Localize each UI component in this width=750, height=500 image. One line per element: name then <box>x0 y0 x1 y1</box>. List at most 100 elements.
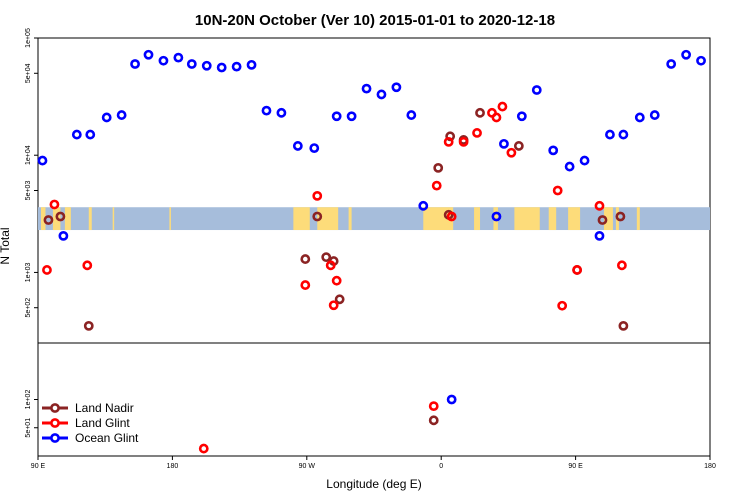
ocean-glint-point <box>391 82 402 93</box>
ocean-glint-point <box>186 59 197 69</box>
land-nadir-point <box>618 320 629 331</box>
ocean-glint-point <box>406 110 417 120</box>
land-glint-point <box>42 265 52 275</box>
land-nadir-point <box>321 252 332 263</box>
land-glint-point <box>458 136 469 147</box>
land-glint-point <box>431 180 442 191</box>
ocean-glint-point <box>491 211 502 222</box>
land-glint-point <box>616 260 627 271</box>
legend-label-land-glint: Land Glint <box>75 416 130 430</box>
x-tick-label: 90 W <box>299 463 316 470</box>
ocean-glint-point <box>681 49 692 60</box>
ocean-glint-point <box>418 200 429 211</box>
land-nadir-point <box>513 141 524 151</box>
y-tick-label: 5e+01 <box>25 418 32 438</box>
legend-label-ocean-glint: Ocean Glint <box>75 431 139 445</box>
ocean-glint-point <box>85 129 96 140</box>
ocean-glint-point <box>71 129 82 140</box>
land-mask-ocean <box>38 207 710 231</box>
land-glint-point <box>443 136 454 147</box>
ocean-glint-point <box>579 155 590 166</box>
land-segment <box>40 207 46 231</box>
land-glint-point <box>491 112 502 123</box>
ocean-glint-point <box>516 111 527 122</box>
legend-marker-land-glint <box>50 418 60 428</box>
ocean-glint-point <box>666 59 677 69</box>
land-glint-point <box>497 101 508 112</box>
ocean-glint-point <box>158 55 169 66</box>
y-tick-label: 5e+03 <box>25 181 32 201</box>
upper-panel-frame <box>37 37 711 344</box>
x-tick-label: 180 <box>167 463 179 470</box>
land-segment <box>474 207 481 231</box>
ocean-glint-point <box>201 60 212 71</box>
land-glint-point <box>446 211 457 222</box>
land-glint-point <box>428 401 439 412</box>
land-glint-point <box>472 128 482 138</box>
ocean-glint-point <box>292 141 303 151</box>
ocean-glint-point <box>696 55 706 66</box>
x-tick-label: 180 <box>704 463 716 470</box>
ocean-glint-point <box>276 107 287 118</box>
land-mask-band <box>38 207 710 231</box>
land-segment <box>493 207 498 231</box>
ocean-glint-point <box>143 49 154 60</box>
land-glint-point <box>594 200 605 211</box>
x-tick-label: 90 E <box>31 463 46 470</box>
x-tick-label: 90 E <box>568 463 583 470</box>
land-segment <box>112 207 115 231</box>
ocean-glint-point <box>331 111 342 122</box>
land-segment <box>514 207 540 231</box>
land-glint-point <box>325 260 336 271</box>
land-glint-point <box>312 190 323 201</box>
land-segment <box>603 207 613 231</box>
ocean-glint-point <box>531 85 542 95</box>
land-glint-point <box>82 260 93 271</box>
ocean-glint-point <box>499 138 509 149</box>
land-glint-point <box>552 185 563 196</box>
y-tick-label: 5e+04 <box>25 63 32 83</box>
land-glint-point <box>506 147 517 158</box>
ocean-glint-point <box>361 83 372 94</box>
land-segment <box>548 207 557 231</box>
land-nadir-point <box>83 320 94 331</box>
legend-marker-ocean-glint <box>50 433 60 443</box>
land-glint-point <box>49 199 60 210</box>
y-tick-label: 1e+02 <box>25 390 32 410</box>
ocean-glint-point <box>605 129 615 140</box>
land-segment <box>293 207 310 231</box>
ocean-glint-point <box>116 110 127 120</box>
ocean-glint-point <box>634 112 645 123</box>
land-glint-point <box>300 280 311 290</box>
ocean-glint-point <box>246 59 257 70</box>
land-segment <box>317 207 339 231</box>
land-nadir-point <box>433 162 444 173</box>
ocean-glint-point <box>594 230 605 241</box>
ocean-glint-point <box>346 111 357 122</box>
upper-y-axis: 5e+02 1e+03 5e+03 1e+04 5e+04 1e+05 <box>25 28 38 318</box>
x-axis-label: Longitude (deg E) <box>326 477 421 491</box>
land-nadir-point <box>615 211 626 222</box>
ocean-glint-point <box>548 145 559 156</box>
ocean-glint-point <box>376 89 387 100</box>
ocean-glint-point <box>231 61 242 72</box>
legend-label-land-nadir: Land Nadir <box>75 401 134 415</box>
ocean-glint-point <box>564 161 575 172</box>
land-nadir-point <box>597 215 608 225</box>
data-points <box>37 49 706 454</box>
land-glint-point <box>331 275 342 286</box>
ocean-glint-point <box>130 59 140 69</box>
ocean-glint-point <box>261 105 272 116</box>
ocean-glint-point <box>649 110 660 120</box>
ocean-glint-point <box>618 129 629 140</box>
land-segment <box>88 207 92 231</box>
x-axis: 90 E 180 90 W 0 90 E 180 <box>31 456 716 470</box>
y-tick-label: 5e+02 <box>25 298 32 318</box>
y-tick-label: 1e+05 <box>25 28 32 48</box>
ocean-glint-point <box>58 230 69 241</box>
y-tick-label: 1e+04 <box>25 145 32 165</box>
land-nadir-point <box>334 294 345 305</box>
land-segment <box>348 207 352 231</box>
lower-panel-frame <box>37 342 711 457</box>
